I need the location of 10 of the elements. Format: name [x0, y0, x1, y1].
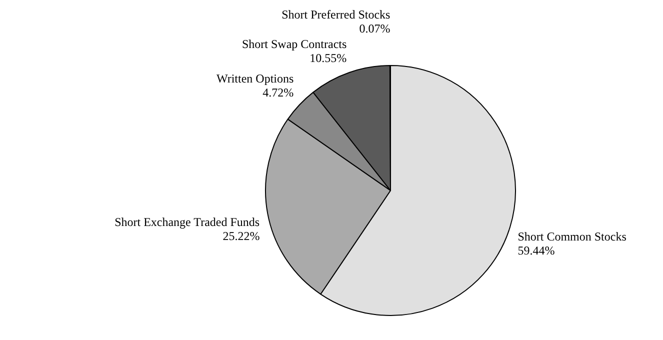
data-label: 10.55%: [310, 50, 347, 65]
slice-label: Short Preferred Stocks: [282, 8, 391, 22]
slice-label: Short Common Stocks: [518, 229, 627, 244]
slice-label: Written Options: [216, 71, 294, 86]
data-label: 25.22%: [222, 229, 260, 244]
data-label: 0.07%: [359, 22, 390, 36]
slice-label: Short Swap Contracts: [242, 36, 347, 51]
slice-label: Short Exchange Traded Funds: [114, 215, 260, 230]
data-label: 4.72%: [262, 85, 294, 100]
data-label: 59.44%: [518, 243, 555, 258]
